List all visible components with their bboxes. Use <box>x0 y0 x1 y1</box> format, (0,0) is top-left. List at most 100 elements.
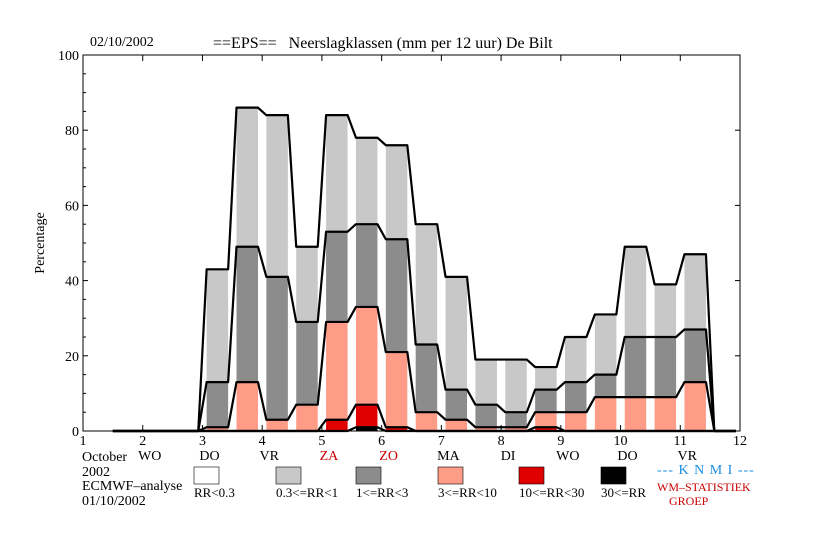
class-boundary-line <box>112 426 736 433</box>
legend-swatch <box>600 466 627 485</box>
x-tick-label: 2 <box>139 434 146 449</box>
bar-segment <box>564 412 587 431</box>
bar-segment <box>654 284 677 337</box>
bar-segment <box>266 115 288 277</box>
day-label: WO <box>138 449 161 464</box>
bar-segment <box>206 427 229 431</box>
bar-segment <box>355 427 378 431</box>
knmi-brand: --- K N M I --- WM–STATISTIEK GROEP <box>657 463 754 508</box>
bar-segment <box>475 427 497 431</box>
day-label: MA <box>437 449 460 464</box>
bar-segment <box>624 397 647 431</box>
class-boundary-line <box>112 106 736 433</box>
legend-swatch <box>437 466 464 485</box>
bar-segment <box>684 382 706 431</box>
x-tick-label: 11 <box>674 434 687 449</box>
bar-segment <box>236 246 259 383</box>
analysis-label: ECMWF–analyse <box>82 479 182 494</box>
x-tick-label: 4 <box>259 434 266 449</box>
bar-segment <box>415 344 438 413</box>
bar-segment <box>475 404 497 428</box>
bar-segment <box>624 246 647 337</box>
y-axis-label: Percentage <box>33 212 48 273</box>
bar-segment <box>296 404 318 431</box>
bar-segment <box>355 404 378 428</box>
bar-segment <box>564 337 587 383</box>
day-label: ZO <box>379 449 398 464</box>
y-tick-label: 0 <box>72 425 79 440</box>
bar-segment <box>206 382 229 428</box>
bar-segment <box>236 107 259 247</box>
chart-title: ==EPS== Neerslagklassen (mm per 12 uur) … <box>213 35 553 52</box>
bar-segment <box>564 382 587 413</box>
bar-segment <box>326 419 348 431</box>
x-tick-label: 3 <box>199 434 206 449</box>
bar-segment <box>415 412 438 431</box>
knmi-group-line1: WM–STATISTIEK <box>657 480 751 494</box>
y-tick-label: 80 <box>65 124 79 139</box>
y-tick-label: 60 <box>65 199 79 214</box>
bar-segment <box>355 306 378 405</box>
bar-segment <box>355 137 378 225</box>
bar-segment <box>684 329 706 383</box>
footer: October 2002 ECMWF–analyse 01/10/2002 <box>82 450 182 509</box>
month-label: October <box>82 450 127 465</box>
legend-label: 30<=RR <box>601 485 646 500</box>
x-tick-label: 5 <box>318 434 325 449</box>
legend-label: 10<=RR<30 <box>519 485 584 500</box>
bar-segment <box>385 145 408 240</box>
class-boundary-line <box>112 305 736 433</box>
day-label: VR <box>259 449 279 464</box>
bar-segment <box>326 231 348 322</box>
bar-segment <box>535 367 557 390</box>
class-boundaries <box>112 106 736 433</box>
day-label: ZA <box>320 449 340 464</box>
legend: RR<0.3 0.3<=RR<1 1<=RR<3 3<=RR<10 10<=RR<30 3… <box>193 466 646 500</box>
day-label: WO <box>556 449 579 464</box>
bar-segment <box>296 321 318 405</box>
bar-segment <box>236 382 259 431</box>
x-tick-label: 8 <box>498 434 505 449</box>
x-tick-label: 1 <box>80 434 87 449</box>
bar-segment <box>535 389 557 413</box>
bar-segment <box>206 269 229 383</box>
bar-segment <box>266 419 288 431</box>
bar-segment <box>684 254 706 330</box>
x-tick-label: 7 <box>438 434 445 449</box>
bar-segment <box>415 224 438 345</box>
day-label: DO <box>199 449 219 464</box>
knmi-group-line2: GROEP <box>669 494 709 508</box>
bar-segment <box>296 246 318 322</box>
bar-segment <box>594 397 617 431</box>
bar-segment <box>266 276 288 420</box>
x-tick-label: 12 <box>733 434 747 449</box>
x-tick-label: 10 <box>614 434 628 449</box>
year-label: 2002 <box>82 465 110 480</box>
day-labels: WO DO VR ZA ZO MA DI WO DO VR <box>138 449 698 464</box>
bar-segment <box>445 389 468 420</box>
bar-segment <box>654 397 677 431</box>
bar-segment <box>385 239 408 353</box>
class-boundary-line <box>112 223 736 433</box>
bar-segment <box>624 337 647 398</box>
bar-segment <box>654 337 677 398</box>
bar-segment <box>594 314 617 375</box>
y-tick-label: 40 <box>65 275 79 290</box>
legend-label: 0.3<=RR<1 <box>276 485 338 500</box>
y-tick-label: 100 <box>58 49 79 64</box>
x-tick-label: 6 <box>378 434 385 449</box>
day-label: DO <box>617 449 637 464</box>
day-label: VR <box>678 449 698 464</box>
bar-segment <box>535 412 557 428</box>
bar-segment <box>535 427 557 431</box>
bar-segment <box>326 321 348 420</box>
bar-segment <box>445 419 468 431</box>
y-tick-label: 20 <box>65 350 79 365</box>
bar-segment <box>355 224 378 307</box>
legend-swatch <box>355 466 382 485</box>
run-date: 02/10/2002 <box>90 35 154 50</box>
bar-segment <box>505 412 527 428</box>
bar-segment <box>445 276 468 390</box>
